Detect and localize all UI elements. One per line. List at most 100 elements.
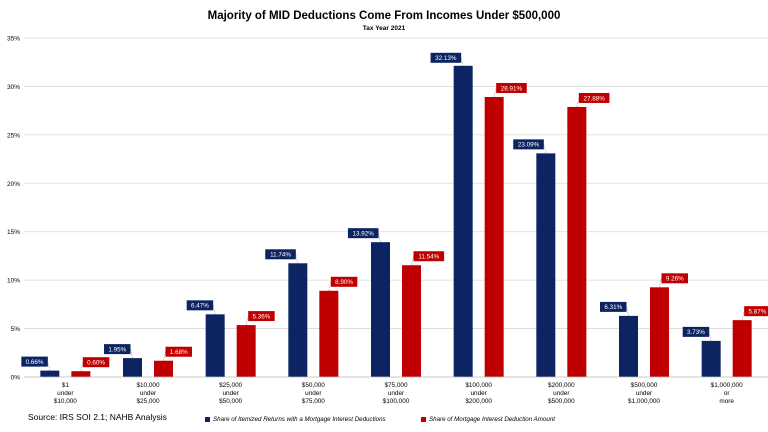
x-tick-label: $100,000 [465,382,492,389]
data-label-box [413,251,445,262]
data-label-box [430,52,462,63]
bar [71,371,91,377]
bar [453,65,473,377]
x-tick-label: under [553,390,570,397]
data-label: 23.09% [518,142,540,149]
bar [650,287,669,377]
data-label-box [347,228,379,239]
x-tick-label: under [57,390,74,397]
x-tick-label: $1,000,000 [628,398,660,405]
data-label-leader [212,305,216,315]
data-label: 3.73% [687,329,705,336]
x-tick-label: $75,000 [302,398,326,405]
data-label-box [578,92,610,103]
x-tick-label: $10,000 [54,398,78,405]
data-label-leader [708,331,712,341]
data-label-leader [295,254,299,264]
legend-label-returns: Share of Itemized Returns with a Mortgag… [213,416,386,423]
data-label-box [165,346,192,357]
bar [402,265,421,377]
bar [319,290,339,377]
legend-swatch-amount [421,417,426,422]
x-tick-label: $10,000 [136,382,160,389]
data-label-box [661,273,688,284]
data-label: 1.95% [108,346,126,353]
data-label-box [513,139,544,150]
bar [484,96,504,378]
data-label-box [104,344,131,355]
x-tick-label: $50,000 [219,398,243,405]
x-tick-label: $25,000 [219,382,243,389]
data-label-box [330,276,358,287]
data-label-leader [576,97,580,108]
bar [732,320,752,377]
data-label: 5.36% [252,313,270,320]
legend-swatch-returns [205,417,210,422]
data-label: 8.90% [335,279,353,286]
bar [567,106,587,378]
data-label-leader [460,57,464,66]
x-tick-label: $200,000 [465,398,492,405]
data-label: 13.92% [353,230,375,237]
x-tick-label: under [140,390,157,397]
data-label: 11.74% [270,252,291,259]
data-label: 27.88% [583,95,605,102]
x-tick-label: $50,000 [302,382,326,389]
x-tick-label: under [470,390,487,397]
x-tick-label: under [222,390,239,397]
x-tick-label: $1,000,000 [711,382,743,389]
bar [371,242,390,377]
data-label-leader [543,144,547,154]
data-label-leader [130,349,133,359]
data-label-leader [659,278,662,288]
chart-subtitle: Tax Year 2021 [362,25,406,32]
legend-label-amount: Share of Mortgage Interest Deduction Amo… [429,416,555,423]
data-label: 0.66% [26,359,44,366]
data-label-box [496,82,527,93]
data-label-box [265,249,296,260]
x-tick-label: under [305,390,322,397]
data-label: 1.68% [170,349,188,356]
bar [40,370,60,377]
x-tick-label: $75,000 [384,382,408,389]
x-tick-label: $200,000 [548,382,575,389]
data-label-leader [626,306,629,316]
x-tick-label: more [719,398,734,405]
data-label-leader [741,311,745,321]
data-label-leader [328,281,332,291]
data-label-leader [163,351,166,361]
bar [154,360,173,377]
source-note: Source: IRS SOI 2.1; NAHB Analysis [28,412,167,422]
y-tick-label: 0% [11,375,21,382]
data-label: 32.13% [435,55,457,62]
data-label: 5.87% [748,308,766,315]
x-tick-label: $500,000 [631,382,658,389]
x-tick-label: $100,000 [383,398,410,405]
data-label-box [682,326,710,337]
data-label-box [744,306,768,317]
data-label-leader [245,316,249,326]
legend-item-returns: Share of Itemized Returns with a Mortgag… [205,416,386,423]
y-tick-label: 30% [7,84,20,91]
data-label-leader [493,87,497,98]
data-label-leader [80,362,84,372]
x-tick-label: $500,000 [548,398,575,405]
y-tick-label: 20% [7,181,20,188]
x-tick-label: under [636,390,653,397]
y-tick-label: 25% [7,132,20,139]
data-label-box [248,311,275,322]
data-label: 6.47% [191,303,209,310]
data-label-leader [47,361,51,371]
data-label: 6.31% [604,304,622,311]
legend-item-amount: Share of Mortgage Interest Deduction Amo… [421,416,555,423]
bar [288,263,308,377]
bar [236,325,256,377]
x-tick-label: under [388,390,405,397]
data-label-leader [411,256,414,266]
bar [701,340,721,377]
bar [536,153,556,377]
bar [123,358,142,377]
chart-title: Majority of MID Deductions Come From Inc… [207,10,561,22]
data-label: 0.60% [87,359,105,366]
